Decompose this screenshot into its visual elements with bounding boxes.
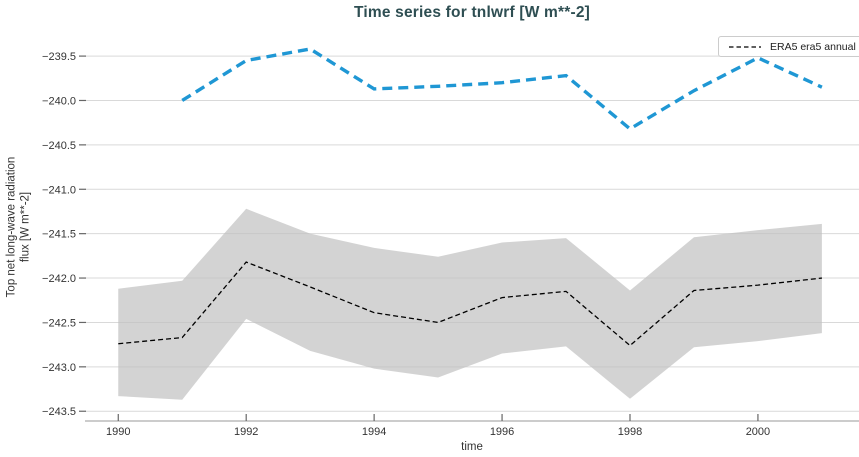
era5-annual-line [118, 261, 822, 347]
x-tick-label: 1994 [362, 426, 386, 438]
x-axis-label: time [461, 441, 483, 453]
y-tick-label: −240.5 [42, 140, 76, 152]
x-tick-label: 1998 [618, 426, 642, 438]
x-tick-label: 1996 [490, 426, 514, 438]
x-tick-label: 2000 [746, 426, 770, 438]
chart-title: Time series for tnlwrf [W m**-2] [353, 4, 591, 21]
y-tick-label: −239.5 [42, 51, 76, 63]
blue-dashed-line [181, 47, 823, 131]
legend-label: ERA5 era5 annual [770, 40, 856, 53]
x-tick-label: 1992 [234, 426, 258, 438]
y-tick-label: −240.0 [42, 95, 76, 107]
uncertainty-band [118, 208, 822, 400]
legend-dashed-line-icon [729, 45, 761, 48]
y-tick-label: −241.5 [42, 229, 76, 241]
x-tick-label: 1990 [106, 426, 130, 438]
y-tick-label: −242.5 [42, 317, 76, 329]
y-tick-label: −243.0 [42, 362, 76, 374]
y-tick-label: −243.5 [42, 406, 76, 418]
y-tick-label: −241.0 [42, 184, 76, 196]
legend: ERA5 era5 annual [718, 36, 859, 57]
y-tick-label: −242.0 [42, 273, 76, 285]
